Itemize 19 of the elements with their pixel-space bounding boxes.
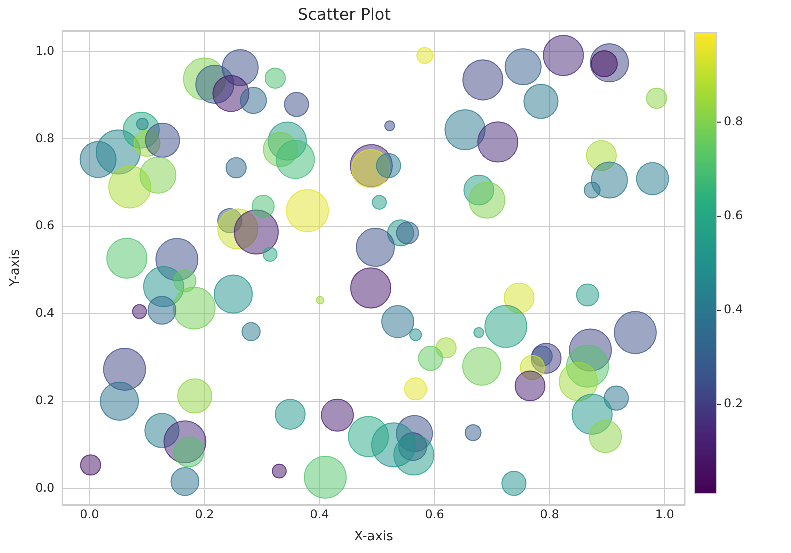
y-tick-label: 0.4 <box>36 306 55 320</box>
color-bar-label: 0.8 <box>724 114 744 129</box>
x-tick-label: 0.0 <box>80 507 100 522</box>
color-bar-label: 0.2 <box>724 396 744 411</box>
chart-title: Scatter Plot <box>298 4 391 24</box>
x-tick-label: 0.4 <box>310 507 330 522</box>
x-tick-label: 1.0 <box>655 507 674 522</box>
y-tick-label: 1.0 <box>36 44 55 58</box>
y-axis-title: Y-axis <box>8 249 24 288</box>
x-tick-label: 0.8 <box>540 507 560 522</box>
x-axis-title: X-axis <box>354 530 394 545</box>
color-bar-label: 0.4 <box>724 302 744 317</box>
y-tick-label: 0.0 <box>36 480 55 495</box>
x-tick-label: 0.2 <box>195 507 214 522</box>
x-tick-label: 0.6 <box>425 507 444 522</box>
color-bar-label: 0.6 <box>724 208 744 223</box>
y-tick-label: 0.6 <box>36 218 55 233</box>
y-tick-label: 0.8 <box>36 131 55 146</box>
y-tick-label: 0.2 <box>36 394 55 408</box>
